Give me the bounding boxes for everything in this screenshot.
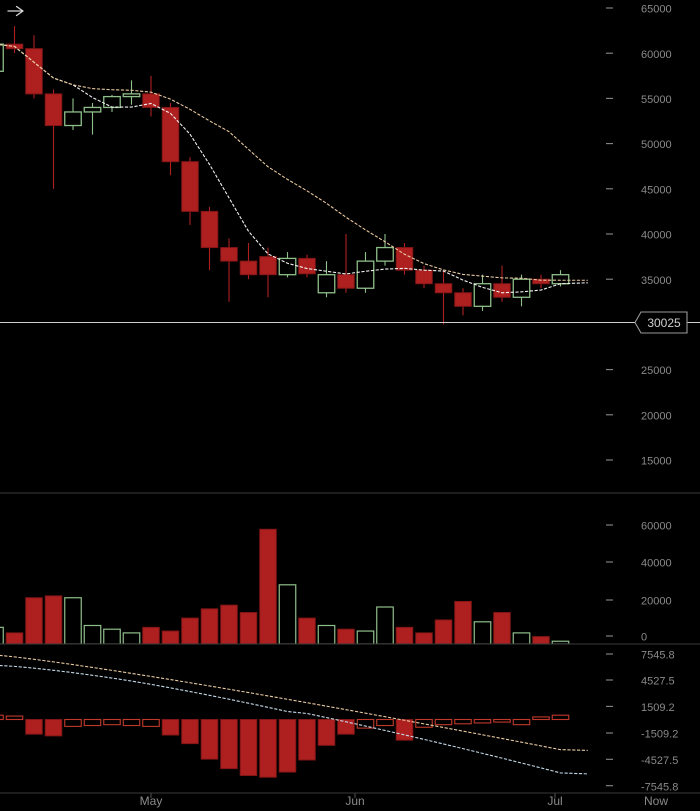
svg-text:4527.5: 4527.5 bbox=[641, 676, 675, 688]
svg-text:60000: 60000 bbox=[641, 49, 672, 61]
svg-text:May: May bbox=[140, 794, 163, 808]
svg-text:35000: 35000 bbox=[641, 275, 672, 287]
svg-text:Now: Now bbox=[644, 794, 668, 808]
svg-text:65000: 65000 bbox=[641, 4, 672, 16]
svg-text:Jul: Jul bbox=[547, 794, 562, 808]
svg-text:1509.2: 1509.2 bbox=[641, 702, 675, 714]
svg-text:15000: 15000 bbox=[641, 456, 672, 468]
svg-text:20000: 20000 bbox=[641, 410, 672, 422]
svg-text:7545.8: 7545.8 bbox=[641, 650, 675, 662]
svg-text:40000: 40000 bbox=[641, 230, 672, 242]
svg-text:60000: 60000 bbox=[641, 521, 672, 533]
svg-text:-1509.2: -1509.2 bbox=[641, 729, 678, 741]
svg-text:40000: 40000 bbox=[641, 558, 672, 570]
svg-text:25000: 25000 bbox=[641, 365, 672, 377]
svg-text:0: 0 bbox=[641, 632, 647, 644]
svg-text:50000: 50000 bbox=[641, 139, 672, 151]
svg-text:Jun: Jun bbox=[345, 794, 364, 808]
svg-text:-4527.5: -4527.5 bbox=[641, 755, 678, 767]
svg-text:-7545.8: -7545.8 bbox=[641, 781, 678, 793]
svg-text:55000: 55000 bbox=[641, 94, 672, 106]
svg-text:20000: 20000 bbox=[641, 596, 672, 608]
svg-text:45000: 45000 bbox=[641, 184, 672, 196]
svg-text:30025: 30025 bbox=[647, 316, 681, 330]
